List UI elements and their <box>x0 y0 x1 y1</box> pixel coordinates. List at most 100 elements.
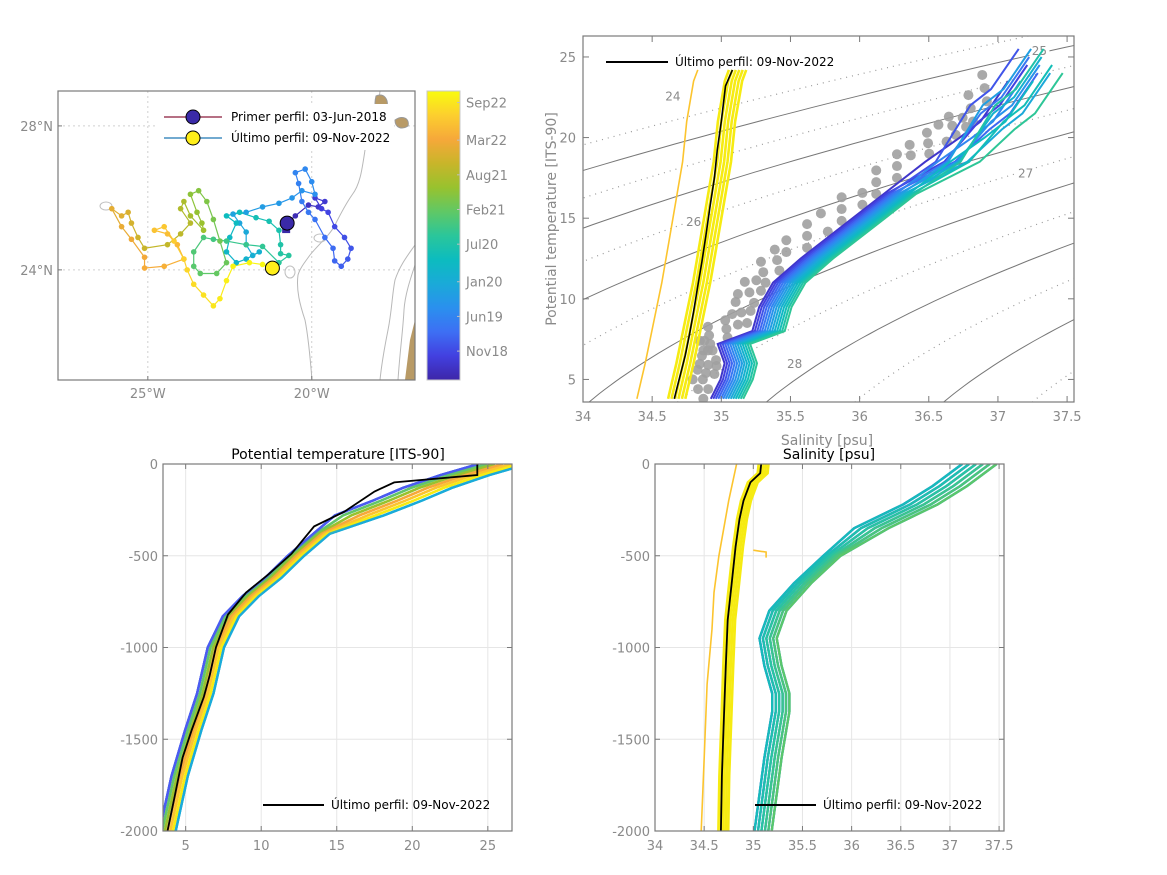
reference-point <box>694 358 705 369</box>
track-point <box>249 252 256 259</box>
track-point <box>305 202 312 208</box>
reference-point <box>891 161 902 172</box>
reference-point <box>802 230 813 241</box>
track-point <box>322 198 328 205</box>
track-segment <box>262 246 280 264</box>
track-point <box>230 263 236 270</box>
track-point <box>223 238 230 244</box>
reference-points <box>687 69 992 402</box>
track-point <box>184 267 190 273</box>
track-point <box>210 303 217 309</box>
track-point <box>177 231 184 237</box>
reference-point <box>943 111 954 122</box>
track-segment <box>144 244 168 249</box>
density-isoline <box>583 86 1074 229</box>
temperature-profile-line <box>171 464 512 831</box>
salinity-legend-label: Último perfil: 09-Nov-2022 <box>823 797 982 812</box>
ts-profile-line <box>717 72 1039 400</box>
track-point <box>108 205 115 212</box>
track-point <box>223 259 230 266</box>
track-point <box>331 258 338 264</box>
ts-profile-line <box>714 48 1020 400</box>
salinity-profile-line <box>767 464 991 831</box>
track-point <box>276 227 282 234</box>
ts-xtick-label: 37 <box>990 410 1007 425</box>
track-point <box>266 218 272 225</box>
track-point <box>187 220 194 226</box>
salinity-yellow-profile <box>722 464 765 831</box>
legend-label-first: Primer perfil: 03-Jun-2018 <box>231 110 387 124</box>
track-point <box>204 198 210 205</box>
track-segment <box>226 240 247 246</box>
temperature-ytick-label: -1500 <box>120 733 158 748</box>
salinity-yellow-profile <box>726 464 770 831</box>
temperature-title: Potential temperature [ITS-90] <box>231 447 445 463</box>
ts-legend: Último perfil: 09-Nov-2022 <box>606 54 834 69</box>
temperature-xtick-label: 10 <box>253 839 270 854</box>
track-point <box>161 223 168 230</box>
temperature-profile-line <box>163 464 496 831</box>
reference-point <box>904 139 915 150</box>
map-xtick-label: 25°W <box>130 387 166 402</box>
track-point <box>259 204 266 210</box>
ts-profile-line <box>670 69 734 400</box>
temperature-ytick-label: -500 <box>128 550 158 565</box>
map-tick-labels: 25°W 20°W 28°N 24°N <box>20 120 330 402</box>
track-point <box>200 227 207 234</box>
reference-point <box>822 226 833 237</box>
temperature-ytick-label: -1000 <box>120 642 158 657</box>
salinity-xtick-label: 34.5 <box>690 839 719 854</box>
reference-point <box>702 321 713 332</box>
track-point <box>181 256 187 262</box>
salinity-yellow-profile <box>717 464 760 831</box>
track-point <box>151 227 158 234</box>
track-point <box>135 234 141 241</box>
ts-last-profile <box>673 69 734 399</box>
density-contour-label: 25 <box>1032 44 1047 58</box>
track-point <box>141 254 148 261</box>
track-point <box>277 250 284 257</box>
ts-profile-line <box>742 72 1064 400</box>
reference-point <box>769 244 780 255</box>
track-point <box>246 259 253 266</box>
ts-profile-line <box>732 56 1043 400</box>
salinity-profile-line <box>763 464 984 831</box>
ts-ytick-label: 10 <box>559 293 576 308</box>
ts-profile-line <box>737 64 1053 400</box>
track-point <box>325 209 331 216</box>
temperature-xtick-label: 20 <box>404 839 421 854</box>
colorbar-tick-label: Jul20 <box>465 238 498 253</box>
track-point <box>292 213 299 219</box>
density-contour-label: 26 <box>686 215 701 229</box>
salinity-last-profile <box>720 464 763 831</box>
reference-point <box>815 208 826 219</box>
colorbar-tick-label: Jan20 <box>465 276 503 291</box>
track-point <box>233 220 240 226</box>
salinity-grid <box>654 463 1004 832</box>
reference-point <box>836 204 847 215</box>
reference-point <box>755 256 766 267</box>
temperature-xtick-label: 5 <box>182 839 190 854</box>
salinity-profile-line <box>770 464 998 831</box>
reference-point <box>705 338 716 349</box>
track-segment <box>212 219 221 242</box>
salinity-spike <box>753 549 767 558</box>
track-point <box>233 259 240 266</box>
track-point <box>187 213 194 219</box>
colorbar-tick-labels: Sep22 Mar22 Aug21 Feb21 Jul20 Jan20 Jun19 Nov18 <box>457 97 508 360</box>
reference-point <box>963 90 974 101</box>
colorbar: Sep22 Mar22 Aug21 Feb21 Jul20 Jan20 Jun19 Nov18 <box>426 90 508 381</box>
track-segment <box>164 258 185 267</box>
reference-point <box>732 319 743 330</box>
ts-profile-line <box>712 64 1029 400</box>
density-isoline <box>583 44 1074 172</box>
reference-point <box>721 323 732 334</box>
last-profile-marker <box>264 260 280 276</box>
ts-profile-line <box>677 69 741 400</box>
track-segment <box>130 238 146 258</box>
temperature-ytick-label: 0 <box>150 458 158 473</box>
salinity-ytick-label: -1000 <box>612 642 650 657</box>
salinity-xtick-label: 36.5 <box>886 839 915 854</box>
colorbar-tick-label: Sep22 <box>466 97 507 112</box>
temperature-profile-plot: Potential temperature [ITS-90] 5 10 15 20 25… <box>120 447 513 854</box>
